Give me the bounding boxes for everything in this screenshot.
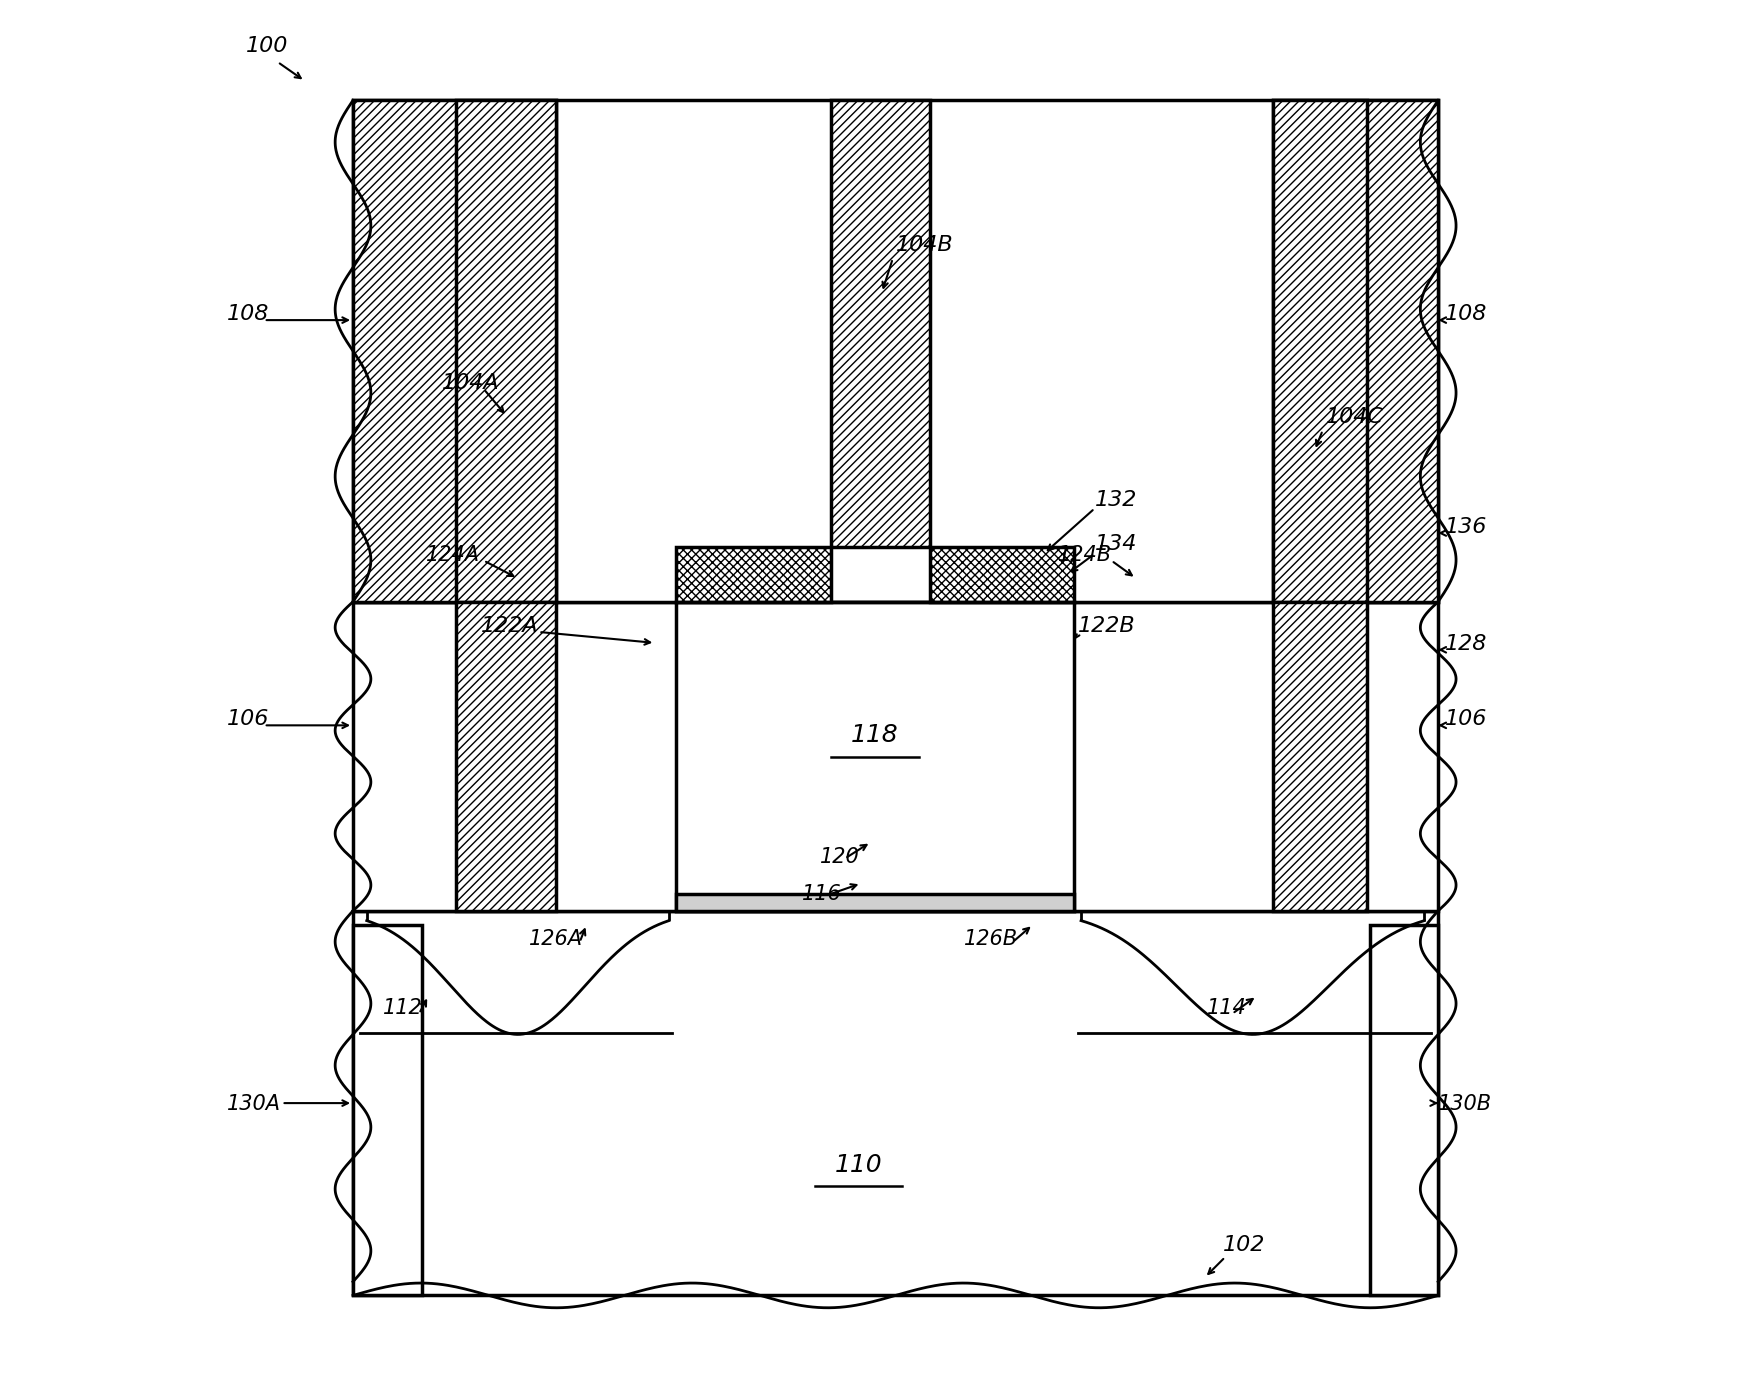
Text: 114: 114 [1208, 998, 1248, 1017]
Bar [354, 911, 1438, 1295]
Text: 122B: 122B [1078, 616, 1136, 636]
Bar [457, 601, 556, 911]
Text: 120: 120 [821, 847, 859, 867]
Text: 116: 116 [802, 884, 842, 904]
Bar [1274, 101, 1367, 601]
Text: 130A: 130A [228, 1095, 280, 1114]
Bar [354, 925, 422, 1295]
Bar [457, 101, 556, 601]
Bar [676, 601, 1074, 911]
Text: 100: 100 [245, 36, 289, 57]
Text: 118: 118 [850, 723, 900, 746]
Text: 110: 110 [835, 1153, 882, 1177]
Text: 122A: 122A [481, 616, 539, 636]
Bar [831, 101, 929, 547]
Bar [676, 547, 831, 601]
Text: 108: 108 [228, 304, 270, 325]
Bar [1370, 925, 1438, 1295]
Text: 106: 106 [1446, 709, 1488, 730]
Text: 104B: 104B [896, 235, 954, 256]
Text: 102: 102 [1223, 1236, 1265, 1255]
Text: 124B: 124B [1057, 545, 1111, 564]
Bar [676, 894, 1074, 911]
Bar [354, 101, 1438, 601]
Bar [354, 601, 1438, 911]
Bar [929, 547, 1074, 601]
Text: 124A: 124A [425, 545, 480, 564]
Bar [1274, 601, 1367, 911]
Text: 106: 106 [228, 709, 270, 730]
Bar [1274, 101, 1438, 601]
Bar [354, 101, 556, 601]
Text: 134: 134 [1096, 533, 1138, 554]
Text: 108: 108 [1446, 304, 1488, 325]
Text: 132: 132 [1096, 489, 1138, 510]
Text: 104A: 104A [443, 373, 500, 392]
Text: 104C: 104C [1325, 408, 1384, 427]
Text: 128: 128 [1446, 634, 1488, 654]
Text: 126B: 126B [964, 929, 1018, 949]
Text: 112: 112 [383, 998, 424, 1017]
Text: 130B: 130B [1438, 1095, 1493, 1114]
Text: 136: 136 [1446, 517, 1488, 538]
Text: 126A: 126A [528, 929, 583, 949]
